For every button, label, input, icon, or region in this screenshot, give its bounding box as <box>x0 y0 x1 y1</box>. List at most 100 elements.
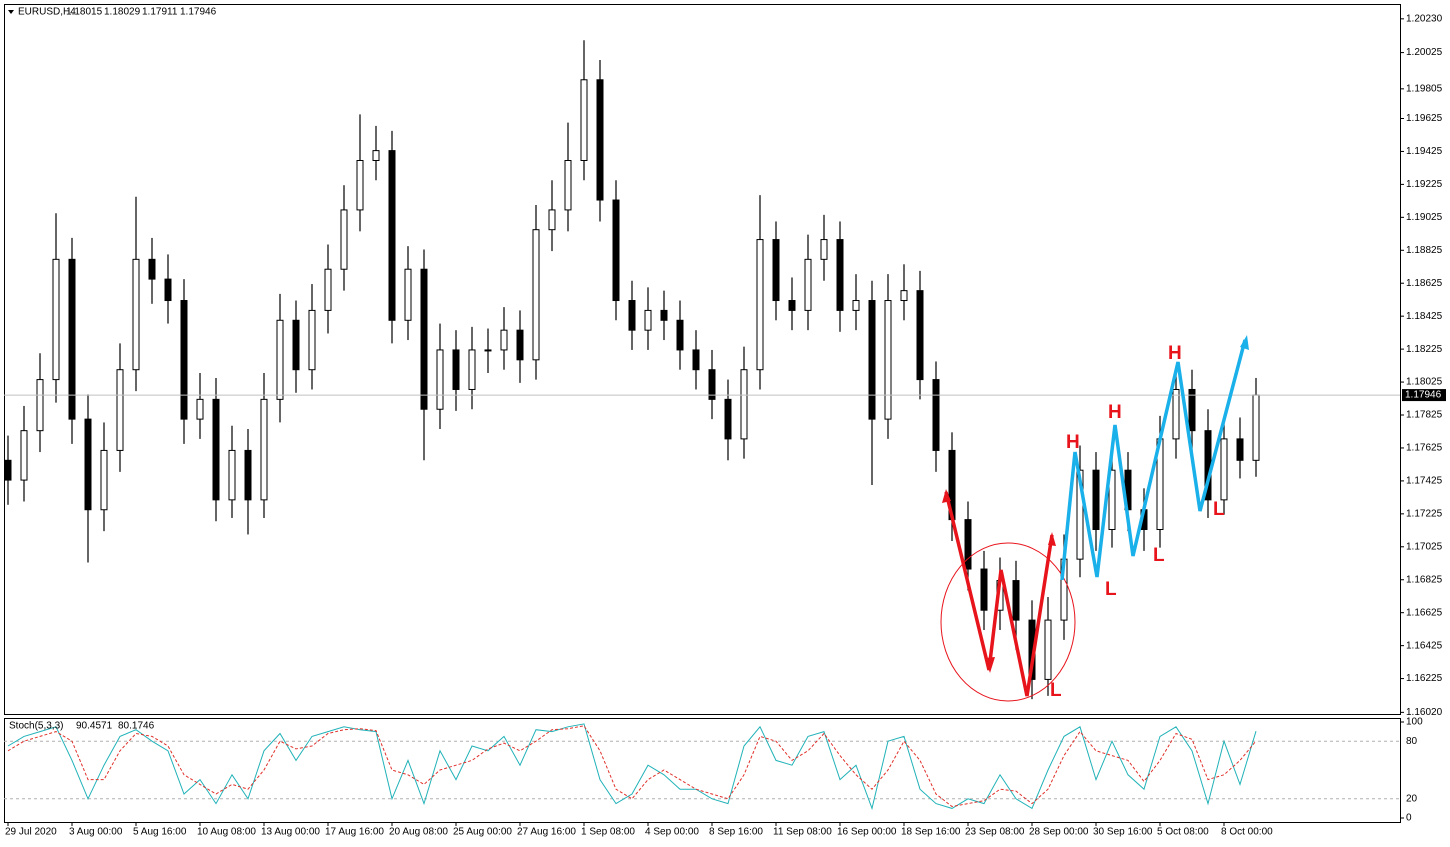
candle-body <box>180 300 188 420</box>
x-tick-label: 8 Oct 00:00 <box>1221 827 1273 838</box>
x-tick-label: 30 Sep 16:00 <box>1093 827 1153 838</box>
candle-body <box>1108 469 1116 530</box>
candle-body <box>36 379 44 432</box>
y-tick-label: 20 <box>1406 793 1418 804</box>
y-tick-label: 1.16020 <box>1406 707 1443 718</box>
candle-body <box>212 398 220 501</box>
candle-body <box>884 300 892 420</box>
quote: 1.18015 1.18029 1.17911 1.17946 <box>66 7 217 18</box>
candle-body <box>100 449 108 511</box>
y-tick-label: 1.16825 <box>1406 574 1443 585</box>
y-tick-label: 100 <box>1406 717 1423 728</box>
x-tick-label: 20 Aug 08:00 <box>389 827 448 838</box>
symbol: EURUSD,H4 <box>18 7 76 18</box>
candle-body <box>468 349 476 390</box>
label-h: H <box>1066 432 1080 453</box>
y-tick-label: 1.18225 <box>1406 344 1443 355</box>
x-tick-label: 4 Sep 00:00 <box>645 827 699 838</box>
candle-body <box>868 300 876 420</box>
x-tick-label: 13 Aug 00:00 <box>261 827 320 838</box>
y-tick-label: 1.18425 <box>1406 311 1443 322</box>
candle-body <box>516 329 524 361</box>
candle-body <box>532 229 540 361</box>
candle-body <box>1236 438 1244 461</box>
candle-body <box>788 300 796 311</box>
stoch-line <box>7 725 1257 808</box>
main-frame <box>4 4 1401 715</box>
y-tick-label: 1.16225 <box>1406 673 1443 684</box>
candle-body <box>1252 394 1260 461</box>
x-tick-label: 5 Oct 08:00 <box>1157 827 1209 838</box>
candle-body <box>244 449 252 501</box>
candle-body <box>308 309 316 371</box>
circle <box>940 542 1076 702</box>
x-tick-label: 5 Aug 16:00 <box>133 827 187 838</box>
x-tick-label: 23 Sep 08:00 <box>965 827 1025 838</box>
label-l: L <box>1050 680 1062 701</box>
y-tick-label: 1.18825 <box>1406 245 1443 256</box>
candle-body <box>1188 388 1196 432</box>
candle-body <box>20 430 28 481</box>
menu-triangle[interactable] <box>8 10 14 14</box>
current-price-box <box>1402 389 1446 402</box>
stochastic-plot: 100 80 20 0 90.4571 80.1746 <box>4 717 1423 824</box>
current-price-label: 1.17946 <box>1405 390 1442 401</box>
candle-body <box>964 519 972 570</box>
indicator-value: 80.1746 <box>118 721 155 732</box>
candle-body <box>916 290 924 381</box>
candle-body <box>356 159 364 211</box>
candle-body <box>276 319 284 400</box>
candle-body <box>612 199 620 302</box>
candle-body <box>692 349 700 371</box>
x-tick-label: 10 Aug 08:00 <box>197 827 256 838</box>
x-tick-label: 29 Jul 2020 <box>5 827 57 838</box>
x-tick-label: 25 Aug 00:00 <box>453 827 512 838</box>
label-l: L <box>1153 545 1165 566</box>
indicator-value: 90.4571 <box>76 721 113 732</box>
indicator-title: Stoch(5,3,3) <box>9 721 63 732</box>
candle-body <box>756 239 764 371</box>
candle-body <box>292 319 300 371</box>
y-tick-label: 0 <box>1406 813 1412 824</box>
x-tick-label: 16 Sep 00:00 <box>837 827 897 838</box>
candle-body <box>340 209 348 270</box>
candle-body <box>324 268 332 311</box>
quote-value: 1.18015 <box>66 7 103 18</box>
y-tick-label: 1.17225 <box>1406 508 1443 519</box>
candle-body <box>52 258 60 381</box>
candle-body <box>548 209 556 231</box>
candle-body <box>372 150 380 161</box>
y-tick-label: 1.17625 <box>1406 443 1443 454</box>
y-tick-label: 1.20230 <box>1406 13 1443 24</box>
indicator-frame <box>4 718 1401 823</box>
candle-body <box>84 418 92 511</box>
label-h: H <box>1168 343 1182 364</box>
candle-body <box>116 369 124 451</box>
x-tick-label: 18 Sep 16:00 <box>901 827 961 838</box>
candle-body <box>484 349 492 352</box>
candle-body <box>148 258 156 280</box>
x-tick-label: 27 Aug 16:00 <box>517 827 576 838</box>
candle-body <box>1044 619 1052 680</box>
candle-body <box>580 79 588 161</box>
y-tick-label: 1.17425 <box>1406 476 1443 487</box>
y-tick-label: 1.19225 <box>1406 179 1443 190</box>
candle-body <box>660 309 668 321</box>
candle-body <box>1012 580 1020 621</box>
candle-body <box>644 309 652 331</box>
candle-body <box>1220 438 1228 501</box>
x-tick-label: 3 Aug 00:00 <box>69 827 123 838</box>
label-h: H <box>1108 402 1122 423</box>
candle-body <box>132 258 140 371</box>
x-tick-label: 8 Sep 16:00 <box>709 827 763 838</box>
y-tick-label: 1.20025 <box>1406 47 1443 58</box>
candle-body <box>900 290 908 302</box>
candle-body <box>452 349 460 390</box>
candle-body <box>596 79 604 201</box>
y-tick-label: 1.19025 <box>1406 212 1443 223</box>
red-zigzag <box>944 491 1054 697</box>
candle-body <box>564 159 572 211</box>
stoch-line <box>7 723 1257 811</box>
y-tick-label: 1.18025 <box>1406 377 1443 388</box>
annotations: H H H L L L L <box>940 335 1249 702</box>
